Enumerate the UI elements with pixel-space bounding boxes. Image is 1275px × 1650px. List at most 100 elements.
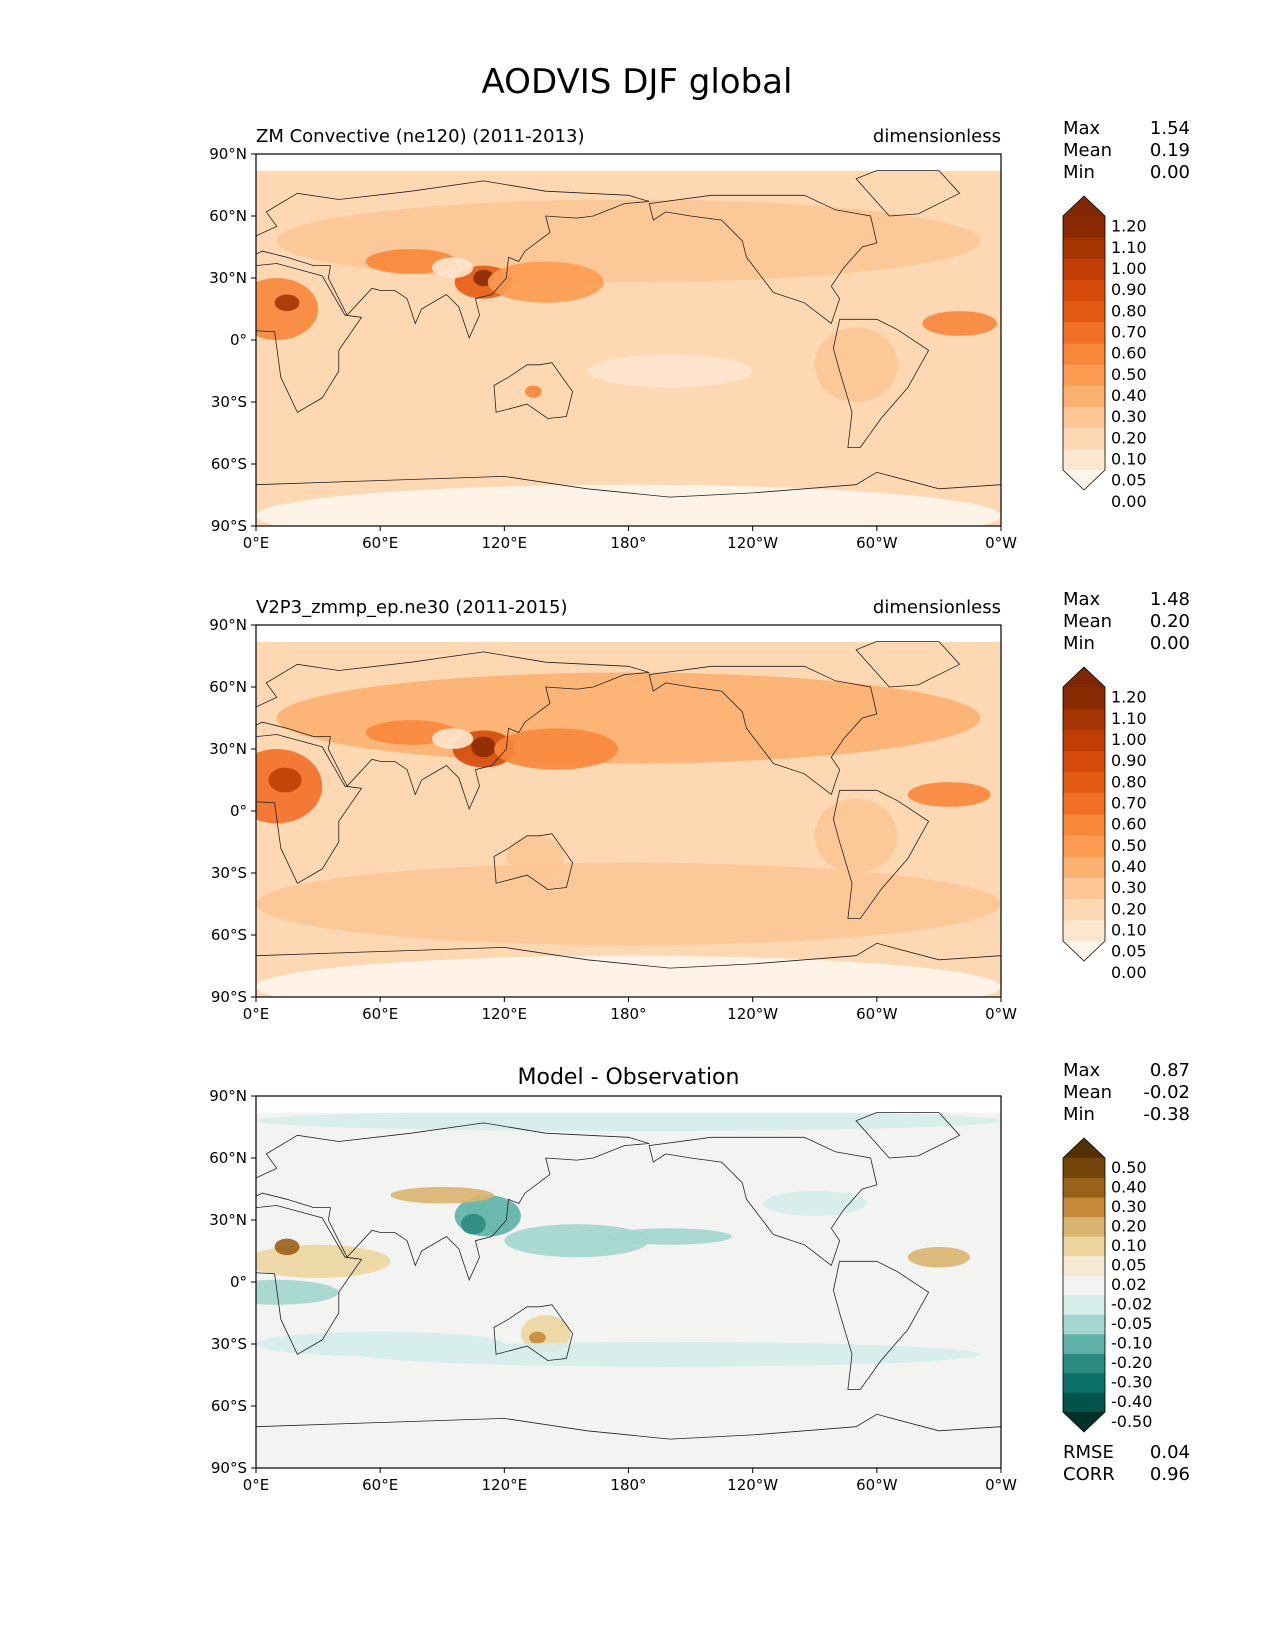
coastline: [855, 1112, 961, 1159]
coastline: [855, 170, 961, 217]
colorbar-label: 0.00: [1111, 963, 1147, 982]
colorbar-swatch: [1063, 343, 1105, 365]
x-tick-label: 120°E: [482, 1476, 528, 1494]
colorbar-label: 1.00: [1111, 259, 1147, 278]
y-tick-label: 30°S: [211, 864, 247, 882]
colorbar-swatch: [1063, 279, 1105, 302]
y-tick-label: 90°N: [209, 145, 247, 163]
colorbar-label: 0.80: [1111, 301, 1147, 320]
coastline: [256, 263, 363, 413]
coastline: [493, 362, 574, 419]
coastline: [256, 651, 650, 810]
stat-value: 0.00: [1150, 633, 1190, 654]
panel-title: Model - Observation: [518, 1065, 740, 1090]
y-tick-label: 90°N: [209, 1087, 247, 1105]
field-region: [460, 1213, 486, 1235]
colorbar-label: -0.20: [1111, 1353, 1152, 1372]
stat-value: 0.00: [1150, 162, 1190, 183]
polar-no-data: [256, 1096, 1001, 1113]
y-tick-label: 60°N: [209, 207, 247, 225]
colorbar-swatch: [1063, 856, 1105, 878]
coastline: [832, 318, 930, 448]
colorbar-label: -0.40: [1111, 1392, 1152, 1411]
colorbar-label: 0.30: [1111, 407, 1147, 426]
field-region: [274, 1238, 300, 1256]
y-tick-label: 30°N: [209, 740, 247, 758]
coastline: [256, 1413, 1001, 1468]
stat-label: Min: [1063, 162, 1095, 183]
x-tick-label: 0°E: [243, 534, 270, 552]
colorbar-extend-min: [1063, 941, 1105, 961]
field-region: [256, 391, 1001, 475]
colorbar-label: 0.50: [1111, 365, 1147, 384]
colorbar-label: 0.70: [1111, 322, 1147, 341]
colorbar-label: -0.05: [1111, 1314, 1152, 1333]
field-region: [487, 261, 604, 303]
y-tick-label: 0°: [230, 802, 247, 820]
field-region: [587, 354, 753, 388]
metric-value: 0.96: [1150, 1464, 1190, 1485]
field-region: [493, 728, 619, 770]
stat-label: Max: [1063, 118, 1101, 139]
field-region: [256, 955, 1001, 997]
y-tick-label: 90°N: [209, 616, 247, 634]
colorbar-swatch: [1063, 687, 1105, 709]
colorbar-label: 0.05: [1111, 471, 1147, 490]
colorbar-label: 1.20: [1111, 688, 1147, 707]
colorbar-label: 0.20: [1111, 899, 1147, 918]
colorbar-swatch: [1063, 1236, 1105, 1257]
y-tick-label: 90°S: [211, 988, 247, 1006]
field-region: [256, 862, 1001, 946]
field-region: [471, 736, 497, 758]
data-field: [256, 154, 1001, 526]
field-region: [628, 325, 877, 355]
y-tick-label: 60°S: [211, 1397, 247, 1415]
map-panel-3: 0°E 60°E 120°E 180° 120°W 60°W 0°W 90°N 60°N 30°N…: [209, 1060, 1190, 1494]
metric-label: RMSE: [1063, 1442, 1114, 1463]
y-tick-label: 30°N: [209, 269, 247, 287]
colorbar-swatch: [1063, 237, 1105, 259]
panel-title: V2P3_zmmp_ep.ne30 (2011-2015): [256, 597, 568, 618]
x-tick-label: 120°W: [727, 534, 778, 552]
y-tick-label: 60°S: [211, 455, 247, 473]
data-field: [256, 625, 1001, 997]
stat-value: 1.48: [1150, 589, 1190, 610]
x-tick-label: 60°E: [362, 1005, 398, 1023]
colorbar-label: 0.00: [1111, 492, 1147, 511]
figure-title: AODVIS DJF global: [482, 62, 793, 102]
colorbar-label: 0.50: [1111, 836, 1147, 855]
field-region: [359, 1341, 981, 1367]
colorbar-label: 0.20: [1111, 428, 1147, 447]
colorbar-swatch: [1063, 898, 1105, 921]
colorbar-swatch: [1063, 771, 1105, 794]
field-region: [268, 767, 302, 793]
colorbar-label: -0.30: [1111, 1373, 1152, 1392]
x-tick-label: 120°E: [482, 534, 528, 552]
x-tick-label: 0°W: [985, 534, 1017, 552]
coastline: [648, 1136, 878, 1267]
field-region: [529, 1331, 546, 1345]
panel-title: ZM Convective (ne120) (2011-2013): [256, 126, 584, 147]
colorbar-swatch: [1063, 750, 1105, 773]
colorbar-label: 0.05: [1111, 942, 1147, 961]
colorbar-label: -0.02: [1111, 1295, 1152, 1314]
field-region: [431, 257, 474, 278]
coastline: [855, 641, 961, 688]
colorbar-label: 0.90: [1111, 280, 1147, 299]
coastline: [256, 1122, 650, 1281]
colorbar-label: 0.30: [1111, 878, 1147, 897]
colorbar-label: 1.20: [1111, 217, 1147, 236]
x-tick-label: 180°: [610, 1476, 646, 1494]
field-region: [256, 278, 319, 340]
field-region: [506, 364, 565, 407]
colorbar-swatch: [1063, 1294, 1105, 1315]
colorbar-swatch: [1063, 1314, 1105, 1335]
y-tick-label: 90°S: [211, 517, 247, 535]
x-tick-label: 120°W: [727, 1476, 778, 1494]
x-tick-label: 180°: [610, 1005, 646, 1023]
y-tick-label: 90°S: [211, 1459, 247, 1477]
field-region: [504, 1224, 650, 1258]
colorbar-label: 0.60: [1111, 344, 1147, 363]
y-tick-label: 0°: [230, 331, 247, 349]
coastline: [493, 833, 574, 890]
